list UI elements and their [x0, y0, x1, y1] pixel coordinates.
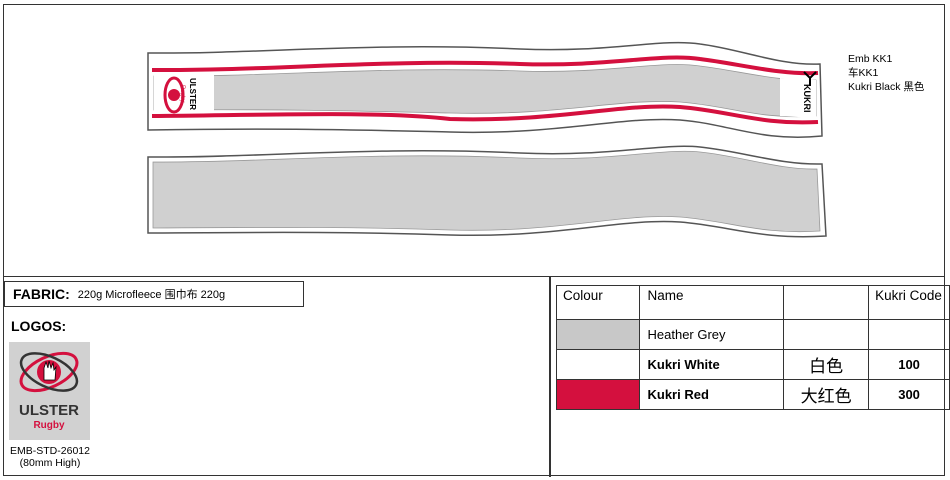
- colour-swatch: [556, 379, 640, 410]
- header-name: Name: [638, 285, 785, 320]
- colour-chinese-name: 白色: [783, 349, 870, 380]
- colour-name: Heather Grey: [638, 319, 785, 350]
- section-divider: [549, 277, 551, 477]
- emb-note-line: Kukri Black 黑色: [848, 81, 925, 93]
- scarf-drawing: ULSTER Rugby KUKRI: [147, 41, 827, 238]
- scarf-right-end-panel: [780, 78, 816, 118]
- colour-swatch: [556, 349, 640, 380]
- header-kukri-code: Kukri Code: [868, 285, 950, 320]
- spec-sheet-frame: [3, 4, 945, 476]
- emb-note-line: Emb KK1: [848, 53, 893, 65]
- colour-code: 100: [868, 349, 950, 380]
- ulster-rugby-logo: ULSTER Rugby: [9, 342, 90, 440]
- logo-caption: EMB-STD-26012 (80mm High): [4, 445, 96, 469]
- colour-swatch: [556, 319, 640, 350]
- scarf-ulster-text: ULSTER: [188, 78, 197, 110]
- logo-ulster-text: ULSTER: [19, 402, 79, 419]
- colour-table-header: Colour Name Kukri Code: [556, 285, 950, 320]
- logo-code: EMB-STD-26012: [10, 445, 90, 457]
- logo-rugby-text: Rugby: [33, 420, 65, 431]
- logos-title: LOGOS:: [11, 318, 67, 334]
- colour-row: Kukri White 白色 100: [556, 349, 950, 380]
- scarf-ulster-logo: ULSTER Rugby: [163, 76, 197, 114]
- fabric-box: FABRIC: 220g Microfleece 围巾布 220g: [4, 281, 304, 307]
- logo-size: (80mm High): [19, 457, 81, 469]
- red-stripe-top: [151, 55, 819, 76]
- scarf-back-fill: [152, 150, 821, 233]
- embroidery-note: Emb KK1 车KK1 Kukri Black 黑色: [848, 52, 924, 94]
- scarf-kukri-text: KUKRI: [802, 84, 812, 113]
- colour-chinese-name: 大红色: [783, 379, 870, 410]
- red-stripe-bottom: [151, 104, 819, 125]
- scarf-rugby-text: Rugby: [179, 85, 185, 102]
- scarf-kukri-logo: KUKRI: [802, 71, 817, 113]
- colour-name: Kukri Red: [638, 379, 785, 410]
- colour-chinese-name: [783, 319, 870, 350]
- fabric-value: 220g Microfleece 围巾布 220g: [77, 289, 226, 301]
- colour-code: 300: [868, 379, 950, 410]
- header-chinese-name: [783, 285, 870, 320]
- colour-row: Kukri Red 大红色 300: [556, 379, 950, 410]
- colour-name: Kukri White: [638, 349, 785, 380]
- header-colour: Colour: [556, 285, 640, 320]
- kukri-mark-icon: [803, 71, 817, 86]
- colour-row: Heather Grey: [556, 319, 950, 350]
- fabric-label: FABRIC:: [13, 286, 70, 302]
- colour-code: [868, 319, 950, 350]
- colour-table: Colour Name Kukri Code Heather Grey Kukr…: [556, 285, 950, 410]
- emb-note-line: 车KK1: [848, 67, 879, 79]
- garment-drawing-area: [4, 5, 944, 277]
